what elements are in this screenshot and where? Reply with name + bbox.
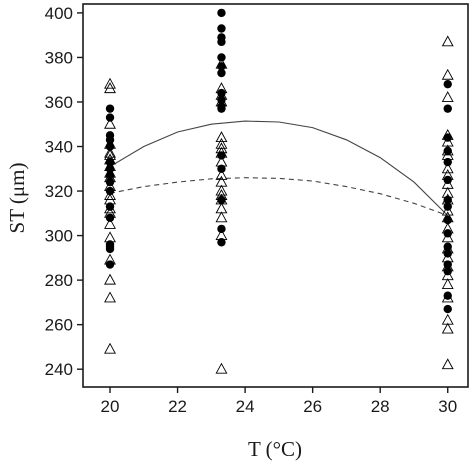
point-open-triangle — [215, 155, 228, 167]
point-filled-circle — [443, 229, 452, 238]
point-filled-circle — [217, 224, 226, 234]
point-filled-circle — [443, 242, 452, 251]
point-open-triangle — [104, 202, 116, 214]
point-open-triangle — [215, 362, 228, 374]
point-open-triangle — [441, 128, 454, 140]
point-filled-circle — [105, 104, 115, 113]
x-tick-label: 24 — [236, 397, 255, 416]
point-filled-circle — [217, 24, 226, 33]
point-open-triangle — [441, 193, 454, 205]
point-filled-circle — [105, 113, 115, 122]
y-tick-label: 320 — [45, 182, 73, 201]
y-tick-label: 260 — [45, 316, 73, 335]
point-filled-circle — [443, 249, 452, 258]
data-points — [104, 8, 454, 374]
point-open-triangle — [104, 206, 116, 218]
x-tick-label: 22 — [168, 397, 187, 416]
point-open-triangle — [441, 144, 454, 156]
fit-curves — [109, 120, 449, 217]
point-filled-circle — [217, 37, 226, 47]
point-open-triangle — [441, 186, 454, 198]
point-filled-circle — [443, 79, 452, 89]
point-open-triangle — [104, 117, 116, 129]
y-axis-title: ST (μm) — [5, 163, 29, 234]
point-filled-circle — [443, 304, 452, 314]
point-open-triangle — [104, 153, 116, 165]
point-open-triangle — [104, 342, 116, 354]
axis-ticks: 20 22 24 26 28 30 240 260 280 300 320 340 360 380 400 — [45, 4, 458, 416]
point-filled-circle — [105, 244, 115, 254]
point-filled-circle — [443, 175, 452, 185]
point-open-triangle — [104, 273, 116, 285]
point-open-triangle — [104, 77, 116, 89]
point-open-triangle — [104, 146, 116, 158]
point-filled-circle — [217, 238, 226, 247]
y-tick-label: 240 — [45, 360, 73, 379]
point-open-triangle — [441, 358, 454, 370]
point-filled-circle — [443, 104, 452, 113]
point-open-triangle — [441, 291, 454, 303]
point-open-triangle — [215, 189, 228, 200]
point-filled-circle — [443, 260, 452, 269]
point-filled-circle — [217, 95, 226, 104]
x-tick-label: 28 — [371, 397, 390, 416]
point-open-triangle — [215, 82, 228, 94]
plot-frame — [82, 3, 469, 388]
point-filled-circle — [217, 8, 226, 18]
point-open-triangle — [441, 35, 454, 47]
point-open-triangle — [104, 253, 116, 265]
point-open-triangle — [104, 166, 116, 178]
y-tick-label: 380 — [45, 48, 73, 67]
point-open-triangle — [215, 229, 228, 241]
point-open-triangle — [104, 231, 116, 243]
point-open-triangle — [104, 189, 116, 200]
point-filled-circle — [217, 88, 226, 98]
fit-curve-solid — [109, 120, 449, 216]
x-tick-label: 30 — [438, 397, 457, 416]
point-open-triangle — [104, 148, 116, 160]
point-open-triangle — [441, 322, 454, 334]
point-open-triangle — [215, 142, 228, 154]
point-filled-circle — [105, 177, 115, 187]
point-open-triangle — [215, 88, 228, 100]
y-tick-label: 340 — [45, 138, 73, 157]
y-tick-label: 360 — [45, 93, 73, 112]
y-tick-label: 280 — [45, 271, 73, 290]
point-open-triangle — [441, 204, 454, 216]
point-open-triangle — [441, 231, 454, 243]
point-open-triangle — [441, 148, 454, 160]
point-open-triangle — [215, 169, 228, 180]
point-filled-circle — [217, 68, 226, 78]
point-filled-circle — [443, 267, 452, 276]
point-filled-circle — [105, 213, 115, 222]
point-open-triangle — [215, 57, 228, 69]
point-filled-circle — [443, 157, 452, 167]
point-open-triangle — [104, 82, 116, 94]
x-axis-title: T (°C) — [248, 437, 302, 461]
point-filled-circle — [105, 260, 115, 269]
point-open-triangle — [441, 162, 454, 174]
point-open-triangle — [215, 131, 228, 143]
point-open-triangle — [441, 211, 454, 223]
point-filled-circle — [217, 53, 226, 62]
fit-curve-dashed — [109, 177, 448, 217]
point-open-triangle — [441, 278, 454, 290]
y-tick-label: 300 — [45, 227, 73, 246]
y-tick-label: 400 — [45, 4, 73, 23]
point-open-triangle — [104, 291, 116, 303]
point-open-triangle — [104, 218, 116, 229]
point-open-triangle — [441, 91, 454, 102]
point-filled-circle — [443, 291, 452, 300]
x-tick-label: 20 — [101, 397, 120, 416]
point-open-triangle — [215, 95, 228, 107]
point-open-triangle — [104, 160, 116, 172]
point-filled-circle — [217, 104, 226, 113]
point-open-triangle — [215, 211, 228, 223]
point-filled-circle — [217, 164, 226, 173]
point-filled-circle — [105, 202, 115, 211]
point-open-triangle — [441, 68, 454, 80]
x-tick-label: 26 — [303, 397, 322, 416]
